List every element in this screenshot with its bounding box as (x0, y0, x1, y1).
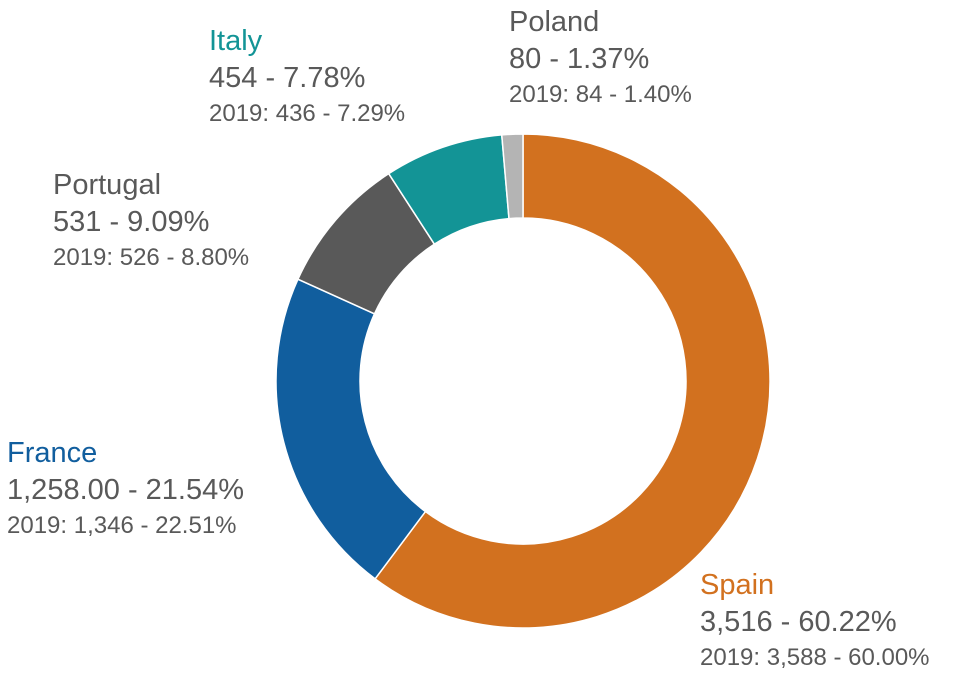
label-portugal: Portugal 531 - 9.09% 2019: 526 - 8.80% (53, 171, 249, 270)
slice-spain (374, 133, 771, 629)
slice-name-italy: Italy (209, 25, 263, 57)
slice-prev-italy: 2019: 436 - 7.29% (209, 100, 406, 127)
label-italy: Italy 454 - 7.78% 2019: 436 - 7.29% (209, 27, 405, 126)
slice-value-italy: 454 - 7.78% (209, 62, 366, 94)
slice-value-poland: 80 - 1.37% (509, 43, 650, 75)
slice-poland (500, 133, 524, 220)
slice-value-france: 1,258.00 - 21.54% (7, 474, 245, 506)
slice-france (275, 278, 427, 580)
slice-prev-france: 2019: 1,346 - 22.51% (7, 512, 237, 539)
label-spain: Spain 3,516 - 60.22% 2019: 3,588 - 60.00… (700, 571, 930, 670)
slice-name-poland: Poland (509, 6, 600, 38)
label-poland: Poland 80 - 1.37% 2019: 84 - 1.40% (509, 8, 692, 107)
slice-name-portugal: Portugal (53, 169, 162, 201)
slice-prev-portugal: 2019: 526 - 8.80% (53, 244, 250, 271)
slice-name-france: France (7, 437, 98, 469)
slice-value-portugal: 531 - 9.09% (53, 206, 210, 238)
label-france: France 1,258.00 - 21.54% 2019: 1,346 - 2… (7, 439, 244, 538)
slice-name-spain: Spain (700, 569, 775, 601)
slice-prev-poland: 2019: 84 - 1.40% (509, 81, 692, 108)
donut-slices (275, 133, 771, 629)
slice-value-spain: 3,516 - 60.22% (700, 606, 897, 638)
slice-prev-spain: 2019: 3,588 - 60.00% (700, 644, 930, 671)
